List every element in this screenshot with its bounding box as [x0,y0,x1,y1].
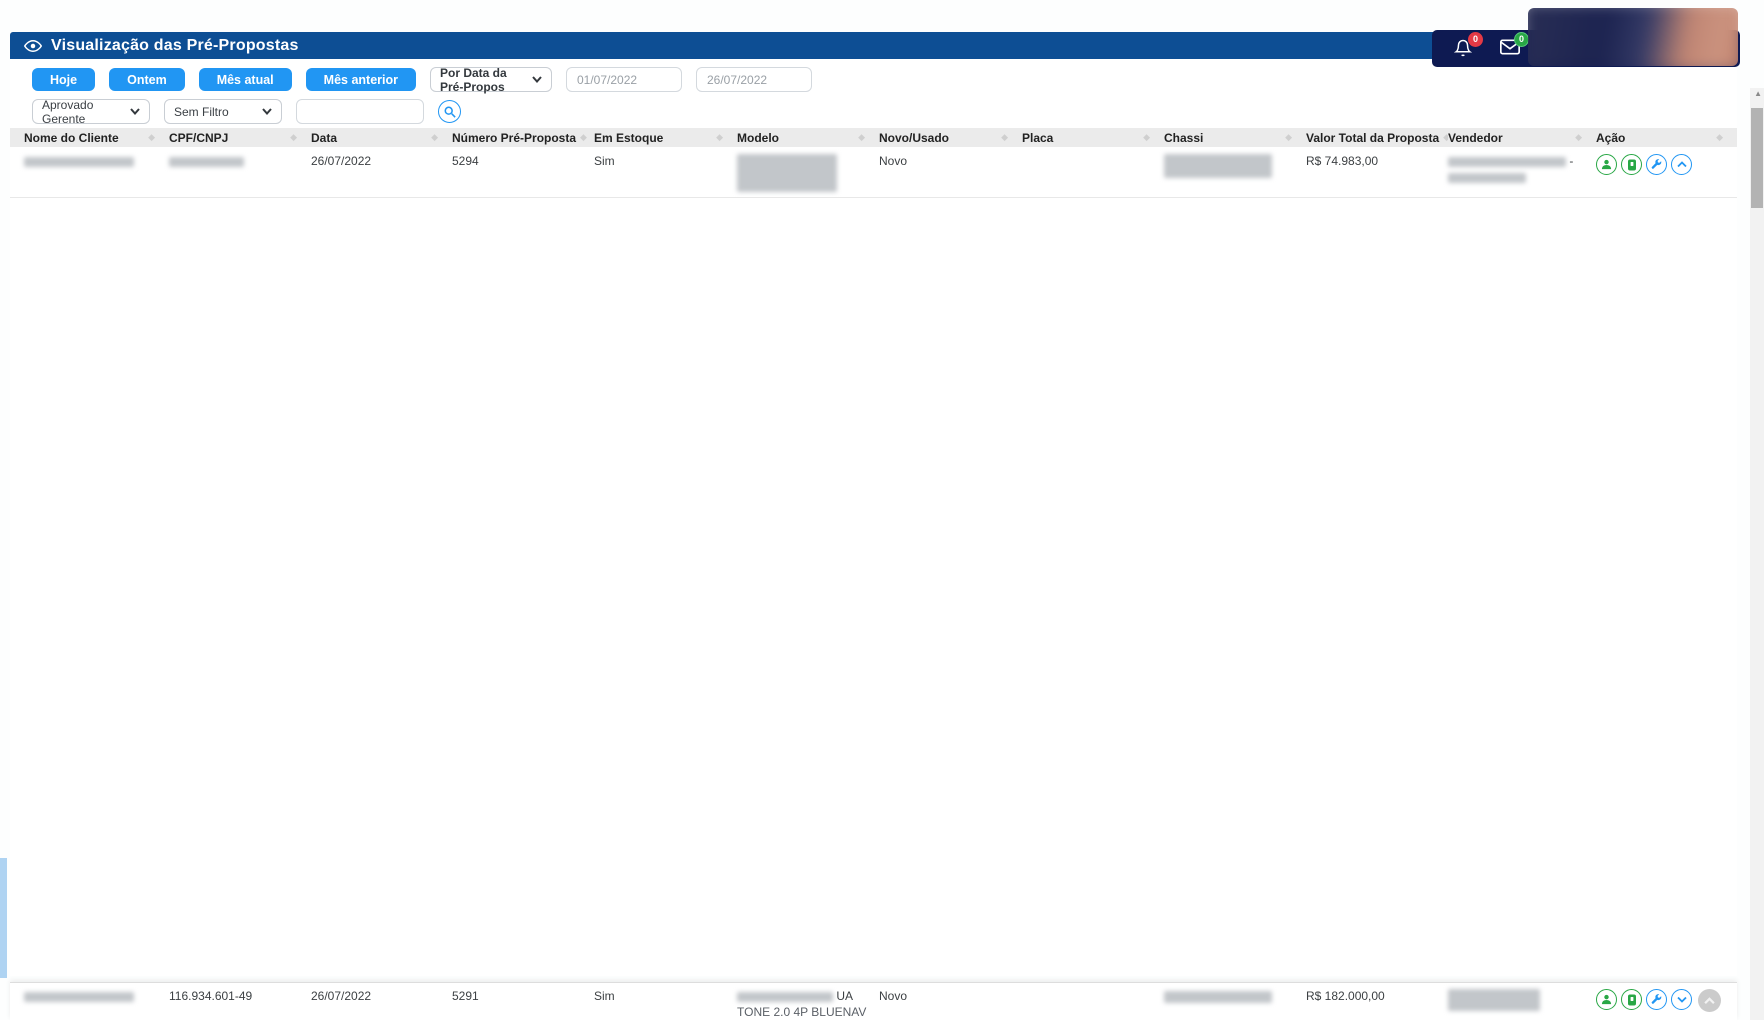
vehicle-tag-action-button[interactable] [1621,989,1642,1010]
wrench-icon [1651,159,1662,170]
sort-icon[interactable]: ◆ [716,132,723,143]
column-header[interactable]: Ação ◆ [1596,131,1737,145]
client-action-button[interactable] [1596,989,1617,1010]
search-button[interactable] [438,100,461,123]
user-avatar [1528,8,1738,66]
in-stock: Sim [594,154,737,197]
total-value: R$ 74.983,00 [1306,154,1448,197]
filter-button-mes-anterior[interactable]: Mês anterior [306,68,416,91]
plate [1022,989,1164,1020]
client-name-redacted [24,992,134,1002]
sort-icon[interactable]: ◆ [1143,132,1150,143]
filter-button-hoje[interactable]: Hoje [32,68,95,91]
search-input[interactable] [296,99,424,124]
notifications-button[interactable]: 0 [1454,39,1474,59]
chevron-up-icon [1704,997,1715,1005]
messages-button[interactable]: 0 [1500,39,1520,59]
person-icon [1601,159,1612,170]
row-actions [1596,154,1727,175]
column-header[interactable]: Data ◆ [311,131,452,145]
client-name-redacted [24,157,134,167]
column-header[interactable]: Novo/Usado ◆ [879,131,1022,145]
column-header[interactable]: Nome do Cliente ◆ [24,131,169,145]
sort-icon[interactable]: ◆ [290,132,297,143]
column-header[interactable]: CPF/CNPJ ◆ [169,131,311,145]
seller-redacted: - [1448,154,1596,197]
chevron-down-icon [532,76,542,83]
search-icon [444,106,456,118]
chevron-down-icon [130,108,140,115]
page: Visualização das Pré-Propostas 0 0 Hoje … [0,0,1764,1020]
vehicle-tag-action-button[interactable] [1621,154,1642,175]
in-stock: Sim [594,989,737,1020]
date-to-input[interactable] [696,67,812,92]
sort-icon[interactable]: ◆ [858,132,865,143]
sort-icon[interactable]: ◆ [1716,132,1723,143]
sort-icon[interactable]: ◆ [580,132,587,143]
status-select[interactable]: Aprovado Gerente [32,99,150,124]
chevron-up-icon [1677,161,1687,168]
detail-area [10,197,1737,976]
chassis-redacted [1164,154,1272,178]
sort-icon[interactable]: ◆ [1285,132,1292,143]
eye-icon [24,37,42,55]
column-header[interactable]: Vendedor ◆ [1448,131,1596,145]
new-used: Novo [879,989,1022,1020]
proposals-table: Nome do Cliente ◆ CPF/CNPJ ◆ Data ◆ Núme… [10,128,1737,197]
cpf: 116.934.601-49 [169,989,311,1020]
expand-row-button[interactable] [1671,989,1692,1010]
mail-badge: 0 [1514,32,1529,47]
new-used: Novo [879,154,1022,197]
scrollbar-thumb[interactable] [1751,108,1763,208]
collapse-row-button[interactable] [1671,154,1692,175]
column-header[interactable]: Número Pré-Proposta ◆ [452,131,594,145]
client-action-button[interactable] [1596,154,1617,175]
page-title: Visualização das Pré-Propostas [51,37,299,55]
proposal-row-bottom[interactable]: 116.934.601-49 26/07/2022 5291 Sim UA TO… [10,982,1737,1020]
proposals-table-header: Nome do Cliente ◆ CPF/CNPJ ◆ Data ◆ Núme… [10,128,1737,147]
badge-icon [1627,159,1637,171]
user-profile[interactable] [1528,8,1738,66]
date-from-input[interactable] [566,67,682,92]
model-partial: UA TONE 2.0 4P BLUENAV [737,989,879,1020]
total-value: R$ 182.000,00 [1306,989,1448,1020]
sort-icon[interactable]: ◆ [1001,132,1008,143]
column-header[interactable]: Modelo ◆ [737,131,879,145]
column-header[interactable]: Em Estoque ◆ [594,131,737,145]
proposal-date: 26/07/2022 [311,989,452,1020]
proposal-number: 5291 [452,989,594,1020]
extra-filter-select[interactable]: Sem Filtro [164,99,282,124]
edit-action-button[interactable] [1646,989,1667,1010]
column-header[interactable]: Chassi ◆ [1164,131,1306,145]
proposal-number: 5294 [452,154,594,197]
left-edge-strip [0,858,7,978]
column-header[interactable]: Placa ◆ [1022,131,1164,145]
chassis-redacted [1164,991,1272,1003]
cpf-redacted [169,157,244,167]
plate [1022,154,1164,197]
seller-redacted [1448,989,1540,1011]
sort-icon[interactable]: ◆ [148,132,155,143]
scroll-to-top-button[interactable] [1698,989,1721,1012]
proposal-date: 26/07/2022 [311,154,452,197]
page-scrollbar[interactable] [1750,88,1764,1020]
proposal-row-top[interactable]: 26/07/2022 5294 Sim Novo R$ 74.983,00 - [10,147,1737,197]
filter-button-ontem[interactable]: Ontem [109,68,185,91]
column-header[interactable]: Valor Total da Proposta ◆ [1306,131,1448,145]
sort-icon[interactable]: ◆ [1575,132,1582,143]
bell-badge: 0 [1468,32,1483,47]
wrench-icon [1651,994,1662,1005]
date-type-select[interactable]: Por Data da Pré-Propos [430,67,552,92]
badge-icon [1627,994,1637,1006]
filter-button-mes-atual[interactable]: Mês atual [199,68,292,91]
person-icon [1601,994,1612,1005]
model-redacted [737,154,837,192]
scrollbar-up-arrow[interactable]: ▲ [1754,90,1762,98]
edit-action-button[interactable] [1646,154,1667,175]
filter-area: Hoje Ontem Mês atual Mês anterior Por Da… [10,59,1737,128]
chevron-down-icon [262,108,272,115]
chevron-down-icon [1677,996,1687,1003]
sort-icon[interactable]: ◆ [431,132,438,143]
